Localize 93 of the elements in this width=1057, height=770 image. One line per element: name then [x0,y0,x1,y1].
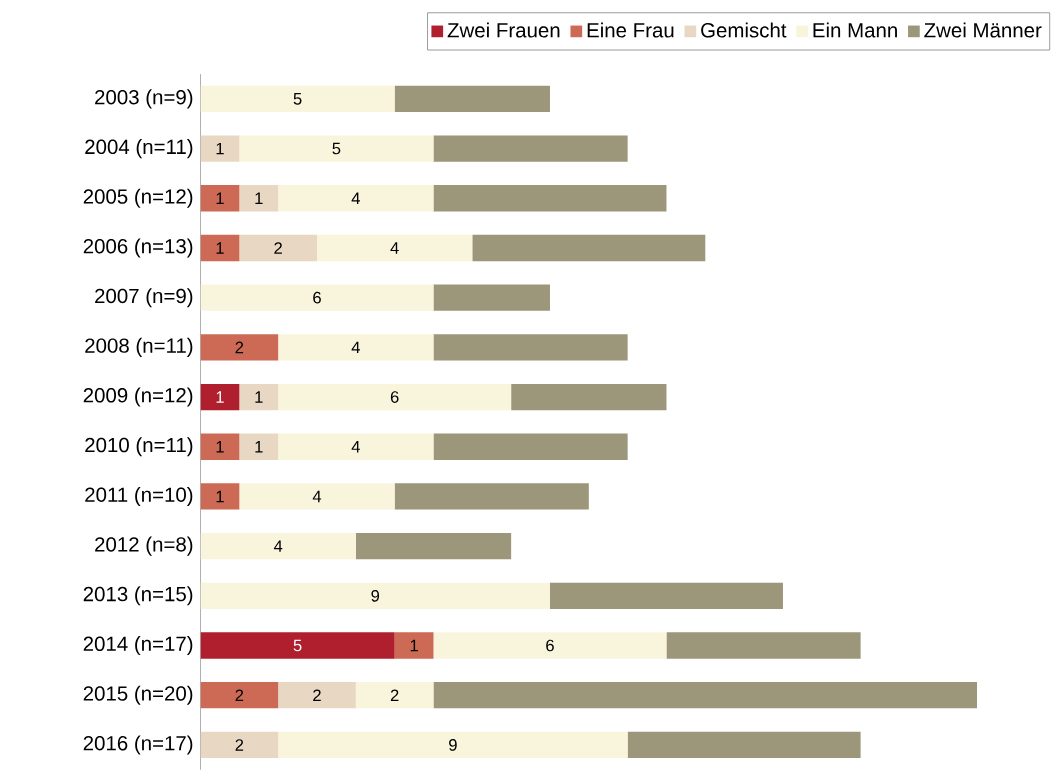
bar [549,582,783,609]
data-label: 6 [546,639,554,652]
bar [200,582,550,609]
data-label: 2 [235,739,244,751]
bar [627,731,861,758]
bar [278,433,434,460]
y-tick-label: 2010 (n=11) [85,437,193,457]
bar [433,632,667,659]
data-label: 9 [371,589,380,602]
y-tick-label: 2013 (n=15) [83,586,193,606]
y-tick-label: 2011 (n=10) [85,486,193,506]
data-label: 4 [351,192,360,204]
bar [355,682,434,709]
bar [394,85,550,112]
bar [200,433,240,460]
data-label: 4 [273,540,283,552]
data-label: 2 [235,689,244,701]
legend-label: Eine Frau [587,22,674,38]
data-label: 2 [274,242,282,254]
bar [200,682,279,709]
bar [433,433,628,460]
bar [472,234,706,262]
data-label: 1 [216,440,224,453]
legend-label: Zwei Frauen [447,22,560,38]
bar [278,185,434,212]
y-tick-label: 2004 (n=11) [85,139,193,159]
data-label: 1 [216,391,224,403]
bar [511,383,667,411]
bar [433,284,550,311]
bar [200,135,240,162]
y-tick-label: 2008 (n=11) [85,337,193,357]
bar [200,532,356,560]
data-label: 4 [351,341,360,353]
data-label: 1 [216,192,224,204]
bar [666,632,861,659]
bar [394,483,589,510]
data-label: 1 [216,142,224,155]
bar [200,383,240,411]
bar [355,532,512,560]
data-label: 1 [216,242,224,254]
data-label: 9 [449,738,457,751]
bar [239,234,317,262]
bar [200,85,395,112]
data-label: 1 [255,391,263,403]
bar [239,383,279,411]
data-label: 2 [235,341,244,354]
data-label: 1 [255,192,263,204]
data-label: 2 [390,689,399,701]
y-tick-label: 2006 (n=13) [83,238,193,258]
data-label: 1 [255,440,263,453]
data-label: 1 [216,490,224,503]
bar [433,185,667,212]
data-label: 5 [293,93,302,105]
y-tick-label: 2012 (n=8) [95,536,193,556]
data-label: 5 [332,142,341,155]
bar [278,383,512,411]
bar [433,135,628,162]
y-tick-label: 2007 (n=9) [95,288,193,308]
data-label: 4 [390,242,399,254]
bar [239,483,395,510]
data-label: 6 [390,391,399,403]
y-tick-label: 2009 (n=12) [83,387,193,407]
bar [200,483,240,510]
bar [278,682,356,709]
y-tick-label: 2005 (n=12) [83,188,193,208]
bar [317,234,473,262]
bar [200,284,434,311]
data-label: 4 [351,440,360,453]
bar [200,334,279,361]
bar [200,234,240,262]
legend-label: Zwei Männer [924,22,1042,38]
bar [200,731,279,758]
y-tick-label: 2003 (n=9) [95,89,193,109]
bar [239,433,279,460]
data-label: 5 [293,639,302,652]
data-label: 2 [313,689,321,701]
bar [200,185,240,212]
y-tick-label: 2015 (n=20) [83,685,193,705]
data-label: 1 [410,639,418,652]
bar [278,731,628,758]
bar [433,334,628,361]
bar [394,632,434,659]
bar [239,185,279,212]
bar [433,682,978,709]
bar [278,334,434,361]
bar [200,632,395,659]
bar [239,135,434,162]
y-tick-label: 2016 (n=17) [83,735,193,755]
legend-label: Gemischt [701,22,787,38]
data-label: 4 [312,490,322,503]
data-label: 6 [313,291,321,304]
y-tick-label: 2014 (n=17) [83,635,193,655]
legend-label: Ein Mann [813,22,897,38]
